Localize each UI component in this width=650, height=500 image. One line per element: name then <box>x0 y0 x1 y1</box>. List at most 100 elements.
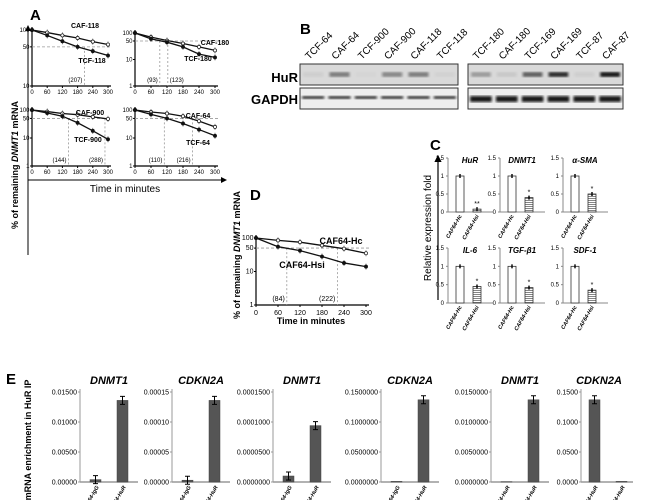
data-point <box>149 112 153 117</box>
series-line <box>31 109 109 120</box>
x-tick-label: 60 <box>44 170 51 176</box>
significance-marker: * <box>591 282 594 289</box>
y-tick-label: 1 <box>441 174 445 180</box>
half-life-label: (144) <box>52 158 66 164</box>
y-tick-label: 0.0150000 <box>455 390 488 397</box>
x-tick-label: 0 <box>30 170 34 176</box>
gapdh-band <box>547 96 570 102</box>
category-label: CAF64-Hsi <box>577 305 596 332</box>
series-label: CAF-900 <box>76 110 105 117</box>
gapdh-blot-strip <box>299 87 459 110</box>
category-label: CAF64-Hsi <box>462 305 481 332</box>
series-line <box>31 29 109 46</box>
category-label: TCF64-HuR <box>492 485 512 500</box>
subplot-title: TGF-β1 <box>508 246 537 255</box>
category-label: CAF64-Hc <box>497 214 515 240</box>
data-point <box>298 240 302 245</box>
category-label: CAF64-HuR <box>518 485 538 500</box>
data-point <box>364 264 368 269</box>
y-tick-label: 0.0500000 <box>345 450 378 457</box>
series-label: CAF-118 <box>71 23 99 30</box>
series-label: TCF-118 <box>78 58 105 65</box>
gapdh-band <box>302 96 325 99</box>
bar <box>527 399 540 483</box>
series-line <box>31 29 109 57</box>
series-label: CAF64-Hsi <box>279 260 325 270</box>
y-tick-label: 50 <box>23 45 30 51</box>
gapdh-band <box>407 96 430 99</box>
data-point <box>75 112 80 117</box>
error-bar <box>313 421 318 431</box>
y-tick-label: 0.0000000 <box>237 480 270 487</box>
data-point <box>213 55 217 60</box>
series-line <box>134 109 216 128</box>
subplot-title: CDKN2A <box>387 375 433 387</box>
data-point <box>45 33 50 38</box>
y-tick-label: 100 <box>19 28 30 34</box>
data-point <box>165 40 169 45</box>
series-label: CAF-64 <box>186 113 211 120</box>
x-tick-label: 300 <box>103 170 114 176</box>
data-point <box>254 236 258 240</box>
subplot-title: CDKN2A <box>576 375 622 387</box>
x-tick-label: 300 <box>210 170 221 176</box>
x-tick-label: 120 <box>294 310 306 317</box>
x-tick-label: 300 <box>360 310 372 317</box>
decay-subplot: 11050100060120180240300(144)(288)CAF-900… <box>19 107 114 176</box>
bar <box>455 265 465 304</box>
y-tick-label: 1 <box>129 84 133 90</box>
significance-marker: * <box>591 186 594 193</box>
bar <box>507 175 517 213</box>
subplot-title: CDKN2A <box>178 375 224 387</box>
y-tick-label: 0.0001000 <box>237 420 270 427</box>
x-axis-title: Time in minutes <box>90 184 160 195</box>
x-tick-label: 180 <box>73 170 84 176</box>
panel-label-e: E <box>6 371 16 388</box>
y-tick-label: 0.01500 <box>52 390 77 397</box>
data-point <box>60 39 65 44</box>
category-label: CAF64-IgG <box>81 484 101 500</box>
category-label: CAF64-Hsi <box>462 214 481 241</box>
y-tick-label: 0.5 <box>488 192 497 198</box>
y-tick-label: 0.5 <box>488 283 497 289</box>
data-point <box>75 36 80 40</box>
data-point <box>364 251 368 256</box>
x-tick-label: 0 <box>254 310 258 317</box>
hur-band <box>382 72 403 77</box>
subplot-title: DNMT1 <box>90 375 128 387</box>
y-tick-label: 100 <box>242 235 254 242</box>
rip-subplot: 0.00000 0.00500 0.01000 0.01500 DNMT1 CAF64-I… <box>52 375 138 500</box>
panel-label-d: D <box>250 187 261 204</box>
x-tick-label: 180 <box>178 170 189 176</box>
bar <box>472 286 482 304</box>
half-life-label: (216) <box>177 158 191 164</box>
y-tick-label: 10 <box>126 136 133 142</box>
decay-subplot: 1 10 50 100 0 60 120 180 240 300 (110) (216) CAF-64 T… <box>122 107 221 176</box>
y-tick-label: 0.5 <box>436 192 445 198</box>
y-tick-label: 0.1500 <box>557 390 579 397</box>
panel-label-b: B <box>300 21 311 38</box>
data-point <box>197 44 201 49</box>
panel-label-c: C <box>430 137 441 154</box>
y-tick-label: 0.0000500 <box>237 450 270 457</box>
data-point <box>149 36 153 41</box>
category-label: TCF64-HuR <box>409 485 429 500</box>
x-tick-label: 60 <box>148 90 155 96</box>
y-tick-label: 10 <box>126 58 133 64</box>
category-label: TCF64-IgG <box>383 484 402 500</box>
y-tick-label: 10 <box>23 84 30 90</box>
subplot-title: IL-6 <box>463 246 478 255</box>
data-point <box>181 44 185 49</box>
blot-row-label-hur: HuR <box>271 70 298 85</box>
bar <box>524 197 534 213</box>
x-tick-label: 120 <box>162 170 173 176</box>
y-tick-label: 0.1500000 <box>345 390 378 397</box>
bar <box>524 287 534 304</box>
x-axis-title: Time in minutes <box>277 316 345 326</box>
y-tick-label: 0 <box>441 301 445 307</box>
x-tick-label: 240 <box>194 90 205 96</box>
data-point <box>213 133 217 138</box>
error-bar <box>592 395 597 405</box>
